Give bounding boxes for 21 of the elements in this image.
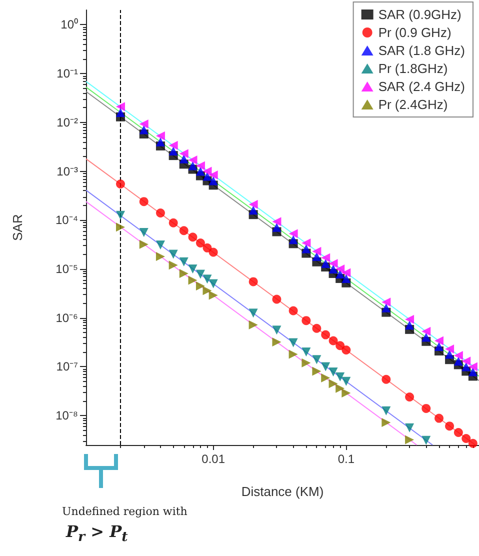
legend-label: SAR (2.4 GHz) — [378, 79, 466, 94]
y-tick-label: 10⁻⁸ — [56, 408, 78, 423]
y-axis-title: SAR — [10, 214, 25, 241]
y-tick-label: 10⁻⁶ — [56, 310, 78, 325]
y-tick-label: 10⁻³ — [56, 164, 78, 178]
x-tick-label: 0.01 — [202, 452, 226, 466]
y-tick-label: 10⁻⁴ — [55, 213, 78, 228]
text: Undefined region with — [62, 505, 188, 518]
y-tick-label: 10⁻⁷ — [56, 360, 78, 374]
y-tick-label: 10⁻¹ — [56, 66, 78, 81]
y-tick-label: 10⁻⁵ — [56, 262, 78, 276]
x-axis-title: Distance (KM) — [241, 484, 324, 499]
legend-label: SAR (1.8 GHz) — [378, 43, 466, 58]
y-tick-label: 10⁻² — [56, 115, 78, 130]
legend-label: Pr (0.9 GHz) — [378, 25, 452, 40]
x-tick-label: 0.1 — [338, 452, 355, 466]
text: P$_{r}$ > P$_{t}$ — [66, 522, 128, 546]
y-tick-label: 10⁰ — [60, 18, 78, 32]
legend-label: Pr (1.8GHz) — [378, 61, 448, 76]
legend-label: Pr (2.4GHz) — [378, 97, 448, 112]
legend-label: SAR (0.9GHz) — [378, 7, 462, 22]
